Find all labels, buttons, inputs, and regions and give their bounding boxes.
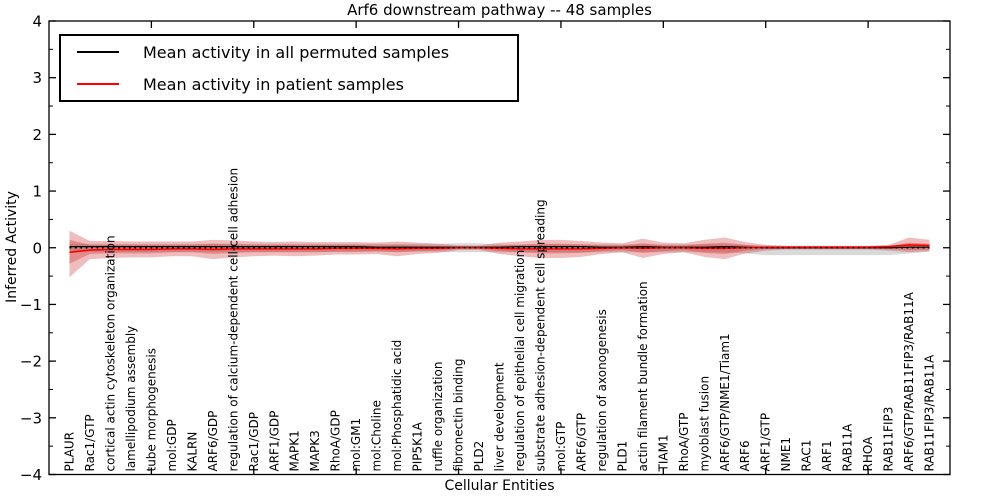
x-entity-label: mol:GDP — [165, 419, 179, 471]
x-entity-label: mol:Phosphatidic acid — [390, 340, 404, 472]
x-entity-label: KALRN — [185, 432, 199, 472]
y-tick-label: −2 — [20, 353, 42, 371]
x-entity-label: regulation of axonogenesis — [595, 309, 609, 471]
legend: Mean activity in all permuted samples Me… — [59, 34, 519, 102]
x-entity-label: PLD1 — [615, 441, 629, 472]
x-entity-label: NME1 — [779, 437, 793, 472]
x-entity-label: ARF6/GTP/NME1/Tiam1 — [718, 333, 732, 471]
x-entity-label: PIP5K1A — [411, 421, 425, 471]
x-entity-label: PLAUR — [62, 432, 76, 472]
legend-item-permuted: Mean activity in all permuted samples — [61, 38, 517, 66]
x-entity-label: mol:Choline — [370, 400, 384, 471]
x-entity-label: RAC1 — [800, 440, 814, 472]
x-entity-label: ruffle organization — [431, 362, 445, 472]
x-axis-label: Cellular Entities — [444, 478, 555, 494]
x-entity-label: regulation of calcium-dependent cell-cel… — [226, 168, 240, 472]
x-entity-label: ARF6 — [738, 440, 752, 471]
x-entity-label: ARF1/GTP — [759, 413, 773, 472]
patient-inner-band — [69, 239, 930, 264]
legend-label-permuted: Mean activity in all permuted samples — [143, 42, 450, 62]
legend-label-patient: Mean activity in patient samples — [143, 74, 404, 94]
x-entity-label: MAPK1 — [288, 430, 302, 471]
y-axis-label: Inferred Activity — [4, 191, 20, 303]
x-entity-label: RhoA/GTP — [677, 413, 691, 472]
y-tick-label: 1 — [32, 183, 42, 201]
permuted-line-sample — [77, 51, 119, 53]
x-entity-label: substrate adhesion-dependent cell spread… — [533, 199, 547, 471]
x-entity-label: PLD2 — [472, 441, 486, 472]
x-entity-label: cortical actin cytoskeleton organization — [103, 235, 117, 471]
x-entity-label: fibronectin binding — [452, 359, 466, 472]
x-entity-label: RhoA/GDP — [329, 410, 343, 471]
x-entity-label: ARF1 — [820, 440, 834, 471]
x-entity-label: lamellipodium assembly — [124, 326, 138, 472]
x-entity-label: tube morphogenesis — [144, 348, 158, 471]
legend-item-patient: Mean activity in patient samples — [61, 70, 517, 98]
x-entity-label: ARF1/GDP — [267, 411, 281, 472]
y-tick-label: −4 — [20, 466, 42, 484]
x-entity-label: RAB11FIP3/RAB11A — [923, 354, 937, 471]
x-entity-label: regulation of epithelial cell migration — [513, 250, 527, 472]
x-entity-label: Rac1/GDP — [247, 412, 261, 471]
x-entity-label: myoblast fusion — [697, 376, 711, 472]
y-tick-label: 4 — [32, 13, 42, 31]
x-entity-label: ARF6/GDP — [206, 411, 220, 472]
x-entity-label: RAB11FIP3 — [882, 407, 896, 472]
x-entity-label: TIAM1 — [656, 434, 670, 472]
x-entity-label: ARF6/GTP/RAB11FIP3/RAB11A — [902, 291, 916, 471]
y-tick-label: 2 — [32, 126, 42, 144]
x-entity-label: ARF6/GTP — [574, 413, 588, 472]
x-entity-label: mol:GTP — [554, 422, 568, 472]
chart-title: Arf6 downstream pathway -- 48 samples — [347, 1, 652, 19]
y-tick-label: 3 — [32, 69, 42, 87]
x-entity-label: liver development — [493, 362, 507, 471]
x-entity-label: actin filament bundle formation — [636, 281, 650, 471]
x-entity-label: Rac1/GTP — [83, 414, 97, 471]
patient-line-sample — [77, 83, 119, 85]
y-tick-label: 0 — [32, 239, 42, 257]
x-entity-label: MAPK3 — [308, 430, 322, 471]
y-tick-label: −1 — [20, 296, 42, 314]
x-entity-label: RAB11A — [841, 423, 855, 472]
patient-mean-line — [69, 244, 930, 254]
x-entity-label: mol:GM1 — [349, 418, 363, 472]
x-entity-label: RHOA — [861, 436, 875, 472]
y-tick-label: −3 — [20, 409, 42, 427]
patient-outer-band — [69, 230, 930, 278]
